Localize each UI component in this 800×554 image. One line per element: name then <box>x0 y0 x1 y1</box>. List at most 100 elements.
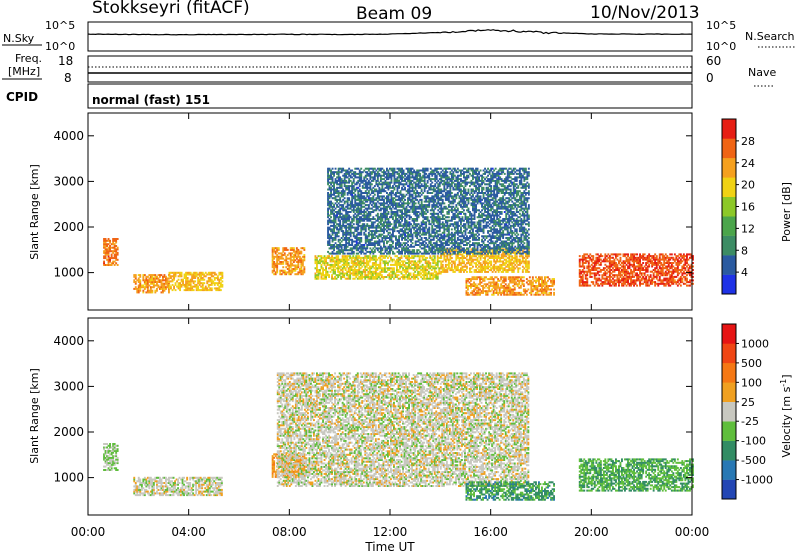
power-cell <box>289 247 292 250</box>
power-cell <box>488 285 491 287</box>
power-cell <box>327 214 329 217</box>
power-cell <box>604 272 607 275</box>
power-cell <box>300 273 303 276</box>
power-cell <box>354 172 357 175</box>
power-cell <box>666 281 669 284</box>
power-cell <box>535 291 537 294</box>
power-cell <box>323 256 326 259</box>
power-cell <box>346 218 349 220</box>
power-cell <box>538 279 540 282</box>
power-cell <box>386 174 388 177</box>
power-cell <box>681 272 684 275</box>
power-cell <box>512 270 515 273</box>
power-cell <box>115 239 118 242</box>
power-cell <box>402 277 404 280</box>
power-cell <box>334 270 336 273</box>
power-cell <box>627 279 629 282</box>
power-cell <box>393 172 396 175</box>
power-cell <box>393 200 396 203</box>
power-cell <box>371 276 374 278</box>
power-cell <box>273 262 276 265</box>
power-cell <box>327 181 329 184</box>
power-cell <box>363 228 366 231</box>
power-cell <box>370 237 373 239</box>
power-cell <box>461 255 464 258</box>
power-cell <box>649 270 652 273</box>
power-cell <box>364 179 367 182</box>
power-cell <box>655 262 658 264</box>
power-cell <box>395 178 397 181</box>
nave-label: Nave <box>748 66 776 79</box>
power-cell <box>393 226 396 229</box>
power-cell <box>639 270 641 273</box>
power-cell <box>179 283 181 286</box>
power-cell <box>330 200 332 203</box>
power-cell <box>403 274 406 277</box>
power-cell <box>449 267 452 270</box>
power-cell <box>633 269 635 271</box>
power-cell <box>344 267 347 270</box>
power-cell <box>639 279 641 282</box>
power-cell <box>613 260 616 263</box>
power-cell <box>191 275 194 278</box>
power-cell <box>396 270 398 273</box>
power-cell <box>355 247 358 250</box>
power-cell <box>461 265 464 268</box>
power-cell <box>441 269 444 272</box>
power-cell <box>352 272 355 275</box>
power-cell <box>396 267 398 270</box>
power-cell <box>274 271 277 274</box>
power-cell <box>393 204 396 207</box>
power-cell <box>343 260 346 263</box>
power-cell <box>396 219 399 222</box>
power-cell <box>361 186 364 189</box>
power-cell <box>472 265 474 268</box>
power-cell <box>357 176 360 179</box>
power-cell <box>279 273 282 276</box>
power-cell <box>399 265 401 268</box>
power-cell <box>363 218 366 220</box>
power-cell <box>297 273 300 276</box>
power-cell <box>328 207 331 210</box>
power-cell <box>545 286 548 289</box>
power-cell <box>471 291 474 294</box>
power-cell <box>351 221 354 224</box>
power-cell <box>345 181 348 184</box>
power-cell <box>367 267 370 270</box>
power-cell <box>358 219 361 222</box>
power-cell <box>328 219 331 222</box>
power-cell <box>601 260 604 263</box>
power-cell <box>340 245 343 248</box>
power-cell <box>533 288 536 291</box>
power-cell <box>619 256 622 259</box>
power-cell <box>664 262 667 264</box>
power-cell <box>660 270 663 273</box>
power-cell <box>384 216 387 219</box>
power-cell <box>319 260 321 263</box>
power-cell <box>110 257 113 260</box>
power-cell <box>363 198 366 201</box>
power-cell <box>352 209 355 212</box>
power-cell <box>352 231 355 234</box>
power-cell <box>663 277 666 280</box>
power-cell <box>382 277 385 280</box>
power-cell <box>393 186 396 189</box>
power-cell <box>373 226 376 229</box>
power-cell <box>506 265 509 268</box>
power-cell <box>433 260 436 263</box>
power-cell <box>334 179 337 182</box>
power-cell <box>474 291 477 294</box>
power-cell <box>386 226 388 229</box>
power-cell <box>366 212 369 215</box>
power-cell <box>418 258 421 261</box>
power-cell <box>300 269 303 272</box>
power-cell <box>655 255 658 258</box>
power-cell <box>273 268 276 270</box>
power-cell <box>331 258 333 261</box>
power-cell <box>402 260 404 263</box>
power-cell <box>358 178 361 181</box>
power-cell <box>374 272 377 275</box>
power-cell <box>672 269 675 271</box>
power-cell <box>294 250 297 253</box>
power-cell <box>346 211 349 213</box>
